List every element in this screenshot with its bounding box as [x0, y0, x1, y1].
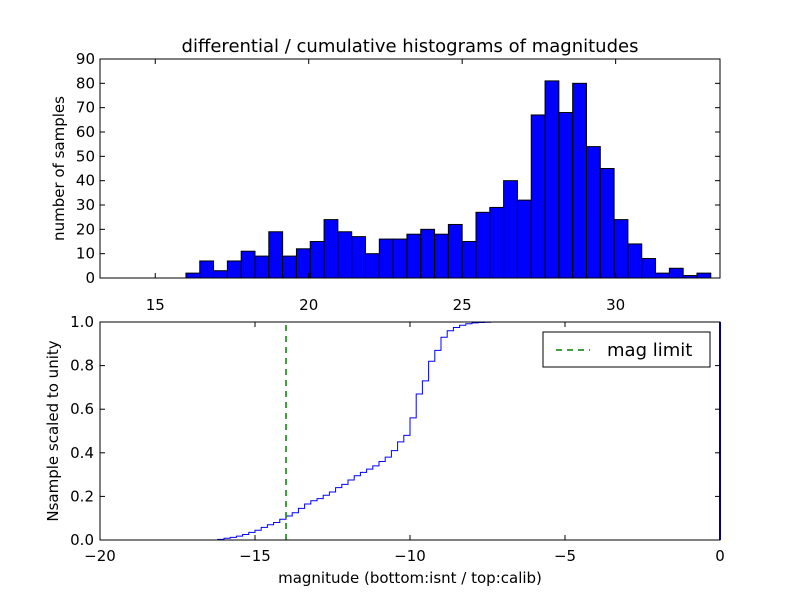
cumulative-y-tick-label: 0.6 — [70, 400, 94, 418]
histogram-bar — [655, 272, 670, 279]
histogram-bar — [475, 211, 491, 279]
histogram-bar — [599, 168, 615, 279]
histogram-x-tick-label: 20 — [299, 296, 318, 314]
cumulative-y-tick-label: 0.8 — [70, 357, 94, 375]
cumulative-frame — [99, 321, 721, 541]
histogram-y-tick-label: 60 — [76, 123, 95, 141]
histogram-bar — [516, 199, 532, 279]
cumulative-y-tick-label: 0.4 — [70, 444, 94, 462]
histogram-bar — [696, 272, 712, 279]
histogram-bar — [447, 223, 463, 279]
histogram-bar — [282, 255, 297, 279]
legend-mag-limit-label: mag limit — [607, 340, 692, 361]
cumulative-y-tick-label: 0.2 — [70, 487, 94, 505]
histogram-bar — [613, 219, 629, 279]
histogram-bar — [323, 219, 339, 279]
histogram-ticks: 0 10 20 30 40 50 60 70 80 90 15 20 25 30 — [76, 50, 720, 314]
cumulative-x-axis-label: magnitude (bottom:isnt / top:calib) — [278, 569, 542, 587]
histogram-bar — [627, 243, 643, 279]
histogram-bar — [309, 241, 325, 279]
histogram-x-tick-label: 25 — [453, 296, 472, 314]
cumulative-step-line — [100, 321, 720, 541]
histogram-bar — [572, 82, 587, 279]
histogram-bar — [530, 114, 546, 279]
histogram-y-axis-label: number of samples — [50, 96, 68, 241]
cumulative-y-tick-label: 1.0 — [70, 313, 94, 331]
cumulative-x-tick-label: 0 — [715, 547, 725, 565]
histogram-bar — [351, 236, 366, 279]
histogram-bar — [434, 233, 449, 279]
cumulative-x-tick-label: −5 — [554, 547, 576, 565]
histogram-frame — [99, 58, 721, 279]
histogram-bar — [585, 146, 601, 279]
histogram-bar — [406, 233, 422, 279]
chart-title: differential / cumulative histograms of … — [182, 36, 639, 57]
histogram-bar — [668, 267, 684, 279]
histogram-y-tick-label: 80 — [76, 74, 95, 92]
histogram-y-tick-label: 10 — [76, 245, 95, 263]
cumulative-plot: 0.0 0.2 0.4 0.6 0.8 1.0 −20 −15 −10 −5 0 magnitude… — [44, 313, 725, 587]
cumulative-ticks: 0.0 0.2 0.4 0.6 0.8 1.0 −20 −15 −10 −5 0 — [70, 313, 725, 565]
histogram-bar — [558, 112, 574, 279]
cumulative-y-tick-label: 0.0 — [70, 531, 94, 549]
histogram-bar — [489, 206, 505, 279]
histogram-bar — [254, 255, 270, 279]
cumulative-x-tick-label: −10 — [394, 547, 426, 565]
histogram-y-tick-label: 70 — [76, 99, 95, 117]
histogram-plot: differential / cumulative histograms of … — [50, 36, 721, 314]
histogram-y-tick-label: 30 — [76, 196, 95, 214]
histogram-x-tick-label: 15 — [146, 296, 165, 314]
histogram-bar — [641, 258, 657, 279]
histogram-bar — [240, 250, 256, 279]
cumulative-x-tick-label: −20 — [84, 547, 116, 565]
histogram-y-tick-label: 20 — [76, 220, 95, 238]
cumulative-y-axis-label: Nsample scaled to unity — [44, 340, 62, 521]
histogram-bar — [268, 231, 284, 279]
histogram-bar — [544, 80, 560, 279]
histogram-bar — [185, 272, 201, 279]
histogram-bar — [503, 180, 518, 279]
histogram-bar — [337, 231, 353, 279]
histogram-bar — [461, 241, 477, 279]
histogram-bar — [199, 260, 215, 279]
histogram-bar — [295, 248, 311, 279]
histogram-y-tick-label: 0 — [85, 269, 95, 287]
cumulative-x-tick-label: −15 — [239, 547, 271, 565]
histogram-bar — [392, 238, 408, 279]
legend: mag limit — [542, 331, 711, 368]
histogram-bar — [226, 260, 242, 279]
histogram-x-tick-label: 30 — [606, 296, 625, 314]
histogram-bar — [213, 270, 228, 279]
histogram-y-tick-label: 90 — [76, 50, 95, 68]
histogram-bar — [365, 253, 380, 279]
histogram-y-tick-label: 40 — [76, 172, 95, 190]
histogram-bar — [378, 238, 394, 279]
histogram-y-tick-label: 50 — [76, 147, 95, 165]
histogram-bar — [420, 228, 436, 279]
histogram-bars — [185, 80, 712, 279]
